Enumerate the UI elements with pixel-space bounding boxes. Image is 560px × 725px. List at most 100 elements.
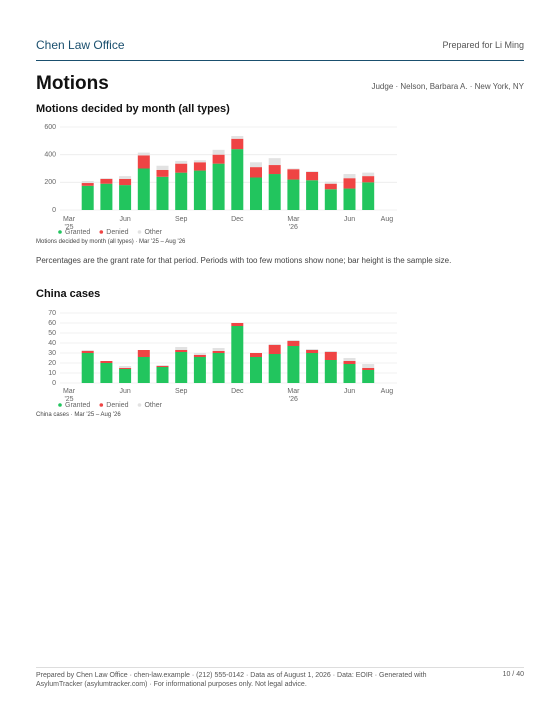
bar-segment [343, 358, 356, 361]
bar-segment [324, 183, 337, 190]
bar-segment [156, 365, 169, 366]
bar-segment [306, 353, 319, 383]
chart-title: China cases [36, 288, 101, 300]
legend-label: Granted [65, 229, 90, 236]
legend-label: Other [144, 229, 162, 236]
x-tick-label: Aug [381, 216, 394, 223]
bar-segment [231, 138, 244, 150]
legend-swatch [58, 230, 62, 234]
x-tick-label: Jun [344, 388, 355, 395]
chart: 0 200 400 600 Mar '25 Jun Sep Dec Mar '26 Jun Aug Gra… [44, 124, 397, 236]
y-tick-label: 10 [48, 370, 56, 377]
bar-segment [156, 366, 169, 367]
bar-segment [81, 351, 94, 353]
bar-segment [212, 351, 225, 353]
page-number: 10 / 40 [502, 671, 524, 678]
y-tick-label: 60 [48, 320, 56, 327]
bar-segment [212, 163, 225, 210]
bar-segment [268, 174, 281, 210]
bar-segment [119, 176, 132, 179]
bar-segment [250, 167, 262, 178]
legend-label: Denied [106, 402, 128, 409]
bar-segment [306, 350, 319, 353]
legend-label: Denied [106, 229, 128, 236]
bar-segment [343, 364, 356, 383]
bar-segment [212, 348, 225, 351]
bar-segment [362, 182, 375, 210]
bar-segment [362, 364, 375, 368]
bar-segment [119, 178, 132, 186]
bar-segment [231, 135, 244, 139]
note: Percentages are the grant rate for that … [36, 256, 452, 265]
y-tick-label: 40 [48, 340, 56, 347]
bar-segment [231, 323, 244, 326]
firm-name: Chen Law Office [36, 38, 125, 52]
bar-segment [250, 357, 262, 383]
x-tick-label: Aug [381, 388, 394, 395]
header-rule [36, 60, 524, 61]
bar-segment [362, 368, 375, 370]
bar-segment [324, 189, 337, 210]
bar-segment [268, 165, 281, 175]
prepared-for: Prepared for Li Ming [442, 40, 524, 50]
bar-segment [100, 183, 113, 210]
legend-swatch [137, 403, 142, 407]
x-tick-label: Sep [175, 216, 188, 223]
bar-segment [231, 149, 244, 210]
bar-segment [119, 366, 132, 368]
bar-segment [306, 171, 319, 181]
chart: 0 10 20 30 40 50 60 70 Mar '25 Jun Sep Dec Mar '26 Jun A… [48, 310, 397, 409]
chart-caption: Motions decided by month (all types) · M… [36, 239, 186, 245]
y-tick-label: 0 [52, 380, 56, 387]
bar-segment [100, 363, 113, 383]
bar-segment [343, 361, 356, 364]
legend-label: Granted [65, 402, 90, 409]
bar-segment [193, 353, 206, 355]
bar-segment [287, 168, 300, 170]
bar-segment [250, 177, 262, 210]
bar-segment [119, 185, 132, 210]
x-tick-label: Jun [344, 216, 355, 223]
bar-segment [175, 347, 188, 350]
y-tick-label: 70 [48, 310, 56, 317]
x-tick-label: Jun [119, 388, 130, 395]
bar-segment [362, 176, 375, 183]
bar-segment [343, 178, 356, 189]
bar-segment [343, 174, 356, 179]
x-tick-label: Sep [175, 388, 188, 395]
bar-segment [250, 162, 262, 168]
x-tick-label: Mar '25 [63, 388, 76, 403]
bar-segment [362, 172, 375, 177]
bar-segment [306, 171, 319, 172]
bar-segment [81, 350, 94, 351]
bar-segment [287, 179, 300, 210]
chart-caption: China cases · Mar '25 – Aug '26 [36, 412, 121, 418]
bar-segment [287, 169, 300, 180]
bar-segment [175, 163, 188, 173]
bar-segment [287, 341, 300, 346]
bar-segment [193, 162, 206, 171]
bar-segment [193, 355, 206, 357]
x-tick-label: Dec [231, 388, 244, 395]
bar-segment [156, 165, 169, 170]
bar-segment [287, 346, 300, 383]
x-tick-label: Dec [231, 216, 244, 223]
bar-segment [100, 361, 113, 363]
bar-segment [81, 183, 94, 186]
bar-segment [137, 155, 150, 169]
bar-segment [81, 185, 94, 210]
bar-segment [306, 180, 319, 210]
bar-segment [156, 169, 169, 177]
x-tick-label: Mar '26 [287, 388, 300, 403]
bar-segment [212, 149, 225, 155]
legend-swatch [99, 230, 104, 234]
bar-segment [324, 351, 337, 352]
bar-segment [324, 360, 337, 383]
page-title: Motions [36, 73, 109, 94]
y-tick-label: 30 [48, 350, 56, 357]
x-tick-label: Mar '26 [287, 216, 300, 231]
bar-segment [137, 357, 150, 383]
bar-segment [175, 352, 188, 383]
legend-swatch [58, 403, 62, 407]
